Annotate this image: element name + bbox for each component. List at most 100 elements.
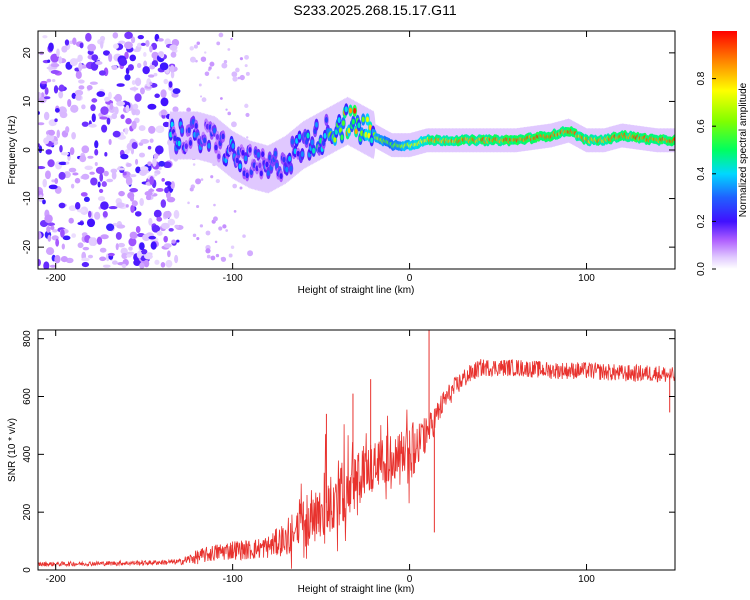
spectrogram-ridge-core (248, 146, 252, 153)
spectrogram-noise-blob (59, 111, 68, 119)
spectrogram-ridge-core (258, 162, 262, 169)
spectrogram-ridge-core (241, 149, 245, 156)
spectrogram-noise-blob (107, 252, 115, 257)
spectrogram-noise-blob (58, 171, 66, 180)
spectrogram-noise-blob (81, 173, 90, 180)
spectrogram-noise-blob (61, 45, 68, 53)
spectrogram-noise-blob (160, 97, 169, 107)
spectrogram-noise-blob (174, 254, 179, 264)
spectrogram-noise-blob (68, 167, 77, 173)
spectrogram-noise-blob (109, 102, 114, 110)
spectrogram-noise-blob (97, 196, 106, 202)
spectrogram-noise-blob (111, 113, 118, 120)
spectrogram-ridge-core (310, 139, 314, 146)
spectrogram-noise-blob (138, 125, 146, 132)
spectrogram-noise-blob (98, 188, 104, 193)
spectrogram-noise-blob (157, 38, 164, 42)
spectrogram-noise-blob (38, 122, 45, 126)
spectrogram-noise-blob (143, 259, 150, 268)
snr-x-tick-label: -200 (46, 574, 66, 585)
spectrogram-noise-dot (216, 41, 221, 46)
spectrogram-noise-blob (129, 174, 137, 178)
spectrogram-noise-blob (88, 123, 97, 128)
spectrogram-noise-blob (69, 147, 75, 156)
spectrogram-noise-blob (124, 127, 129, 135)
spectrogram-noise-blob (58, 56, 63, 64)
spectrogram-noise-blob (94, 162, 98, 167)
spectrogram-noise-blob (142, 233, 151, 242)
spectrogram-noise-dot (239, 74, 245, 81)
spectrogram-noise-blob (163, 243, 172, 248)
spectrogram-noise-blob (91, 54, 99, 61)
spectrogram-noise-blob (131, 142, 138, 149)
spectrogram-noise-blob (99, 172, 104, 182)
spectrogram-ridge-core (177, 140, 181, 147)
spectrogram-noise-blob (118, 58, 128, 66)
spectrogram-ridge-core (370, 137, 374, 144)
spectrogram-noise-blob (38, 166, 46, 170)
spectrogram-noise-blob (144, 253, 153, 260)
spectrogram-noise-blob (167, 218, 176, 226)
spectrogram-noise-blob (116, 167, 126, 171)
spectrogram-noise-dot (232, 183, 238, 189)
spectrogram-ridge-core (333, 136, 337, 143)
spectrogram-noise-blob (154, 172, 158, 177)
spectrogram-noise-blob (50, 69, 60, 75)
spectrogram-noise-blob (129, 54, 137, 62)
spectrogram-noise-blob (129, 195, 135, 202)
spectrogram-noise-blob (58, 90, 64, 99)
spectrogram-noise-blob (48, 42, 54, 52)
spectrogram-noise-blob (127, 64, 134, 71)
spectrogram-ridge-core (235, 157, 239, 164)
spectrogram-noise-dot (200, 95, 203, 98)
spectrogram-noise-blob (152, 157, 157, 167)
spectrogram-ridge-core (341, 120, 346, 127)
spectrogram-noise-blob (163, 235, 168, 243)
spectrogram-noise-dot (204, 71, 210, 76)
spectrogram-noise-dot (227, 111, 231, 116)
spectrogram-y-tick-label: -20 (22, 239, 33, 254)
spectrogram-noise-blob (51, 78, 56, 83)
spectrogram-ridge-core (353, 107, 357, 114)
spectrogram-noise-blob (116, 100, 126, 107)
spectrogram-noise-blob (154, 93, 160, 99)
spectrogram-noise-blob (78, 85, 85, 90)
spectrogram-noise-blob (76, 208, 86, 213)
spectrogram-noise-blob (113, 96, 121, 100)
spectrogram-noise-dot (239, 186, 243, 190)
spectrogram-noise-blob (60, 228, 65, 238)
spectrogram-noise-dot (196, 236, 200, 241)
spectrogram-noise-dot (233, 210, 237, 213)
spectrogram-noise-blob (160, 89, 167, 99)
spectrogram-noise-blob (81, 104, 86, 110)
snr-y-tick-label: 800 (22, 330, 33, 347)
spectrogram-noise-blob (121, 252, 128, 260)
spectrogram-noise-dot (246, 136, 249, 139)
spectrogram-noise-blob (100, 106, 109, 115)
spectrogram-noise-blob (99, 116, 108, 120)
spectrogram-noise-blob (148, 125, 156, 134)
spectrogram-noise-dot (187, 201, 190, 205)
spectrogram-noise-dot (195, 178, 202, 185)
spectrogram-noise-blob (97, 181, 101, 188)
spectrogram-noise-blob (94, 211, 101, 220)
spectrogram-noise-blob (71, 233, 77, 238)
spectrogram-noise-blob (54, 178, 59, 185)
spectrogram-noise-dot (222, 224, 227, 229)
spectrogram-noise-blob (46, 222, 56, 227)
spectrogram-noise-blob (140, 42, 146, 46)
spectrogram-noise-dot (223, 60, 228, 64)
spectrogram-noise-blob (124, 31, 133, 40)
spectrogram-noise-blob (38, 231, 42, 240)
spectrogram-noise-blob (124, 41, 133, 50)
spectrogram-noise-blob (116, 83, 125, 87)
spectrogram-noise-blob (108, 206, 118, 210)
spectrogram-noise-blob (155, 125, 165, 134)
spectrogram-ridge-core (314, 121, 319, 128)
spectrogram-ridge-core (357, 122, 361, 129)
spectrogram-noise-blob (149, 138, 154, 143)
spectrogram-noise-blob (83, 196, 90, 203)
spectrogram-y-tick-label: 0 (22, 147, 33, 153)
spectrogram-noise-blob (120, 153, 129, 160)
spectrogram-noise-blob (106, 223, 115, 232)
